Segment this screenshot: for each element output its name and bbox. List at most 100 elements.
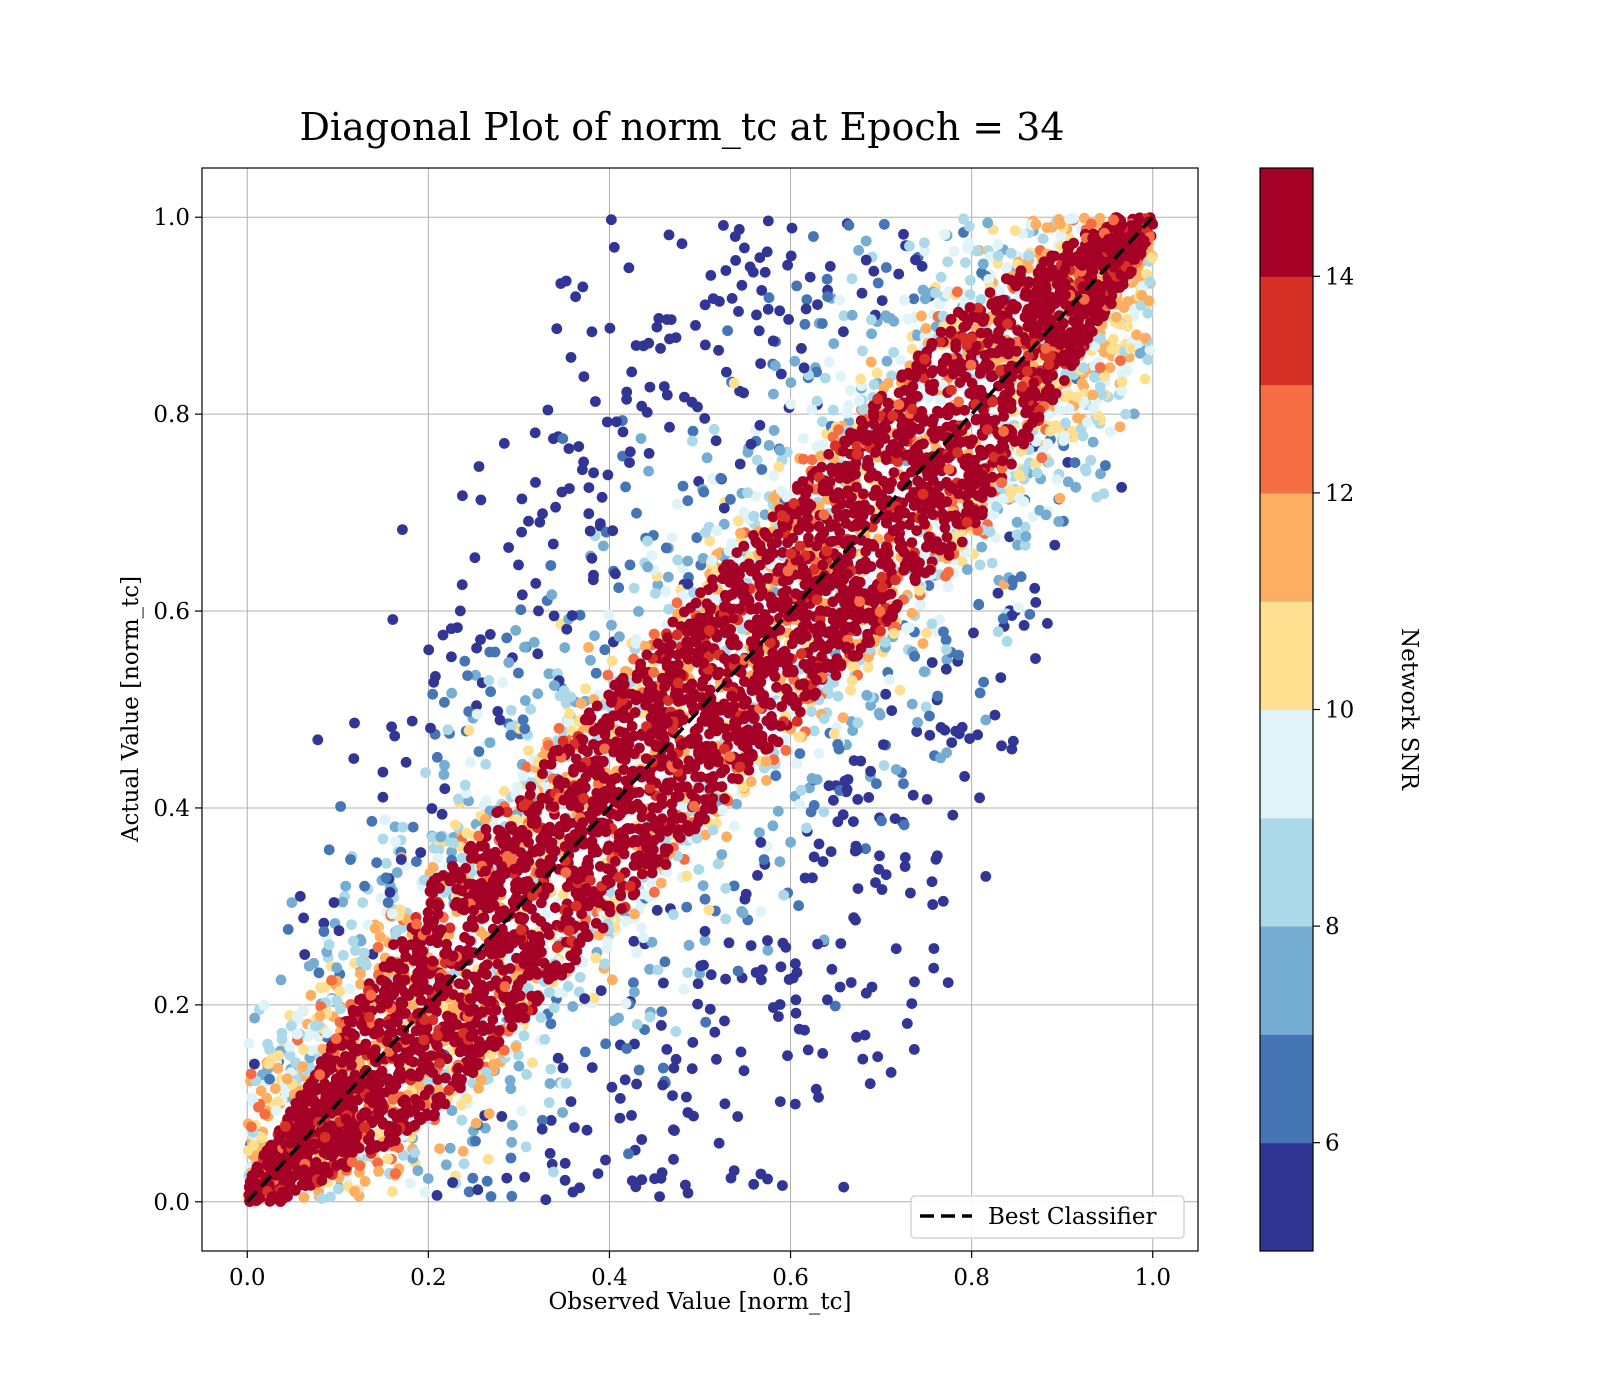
scatter-point xyxy=(588,992,600,1004)
scatter-point xyxy=(1089,341,1101,352)
scatter-point xyxy=(453,793,464,805)
scatter-point xyxy=(974,792,985,804)
scatter-point xyxy=(668,909,679,920)
scatter-point xyxy=(878,218,890,230)
scatter-point xyxy=(1144,276,1156,288)
scatter-point xyxy=(823,356,835,368)
scatter-point xyxy=(691,532,703,544)
scatter-point xyxy=(517,714,529,726)
scatter-point xyxy=(316,1193,328,1204)
scatter-point xyxy=(377,791,389,803)
scatter-point xyxy=(710,435,722,447)
scatter-point xyxy=(406,715,418,727)
scatter-point xyxy=(633,786,645,798)
scatter-point xyxy=(699,893,711,905)
scatter-point xyxy=(768,470,780,481)
scatter-point xyxy=(682,967,694,978)
scatter-point xyxy=(682,555,694,567)
scatter-point xyxy=(768,425,780,436)
scatter-point xyxy=(718,220,729,231)
scatter-point xyxy=(928,962,940,974)
scatter-point xyxy=(798,453,809,465)
scatter-point xyxy=(661,1044,673,1055)
scatter-point xyxy=(1122,321,1134,332)
scatter-point xyxy=(662,571,674,583)
scatter-point xyxy=(905,887,916,899)
scatter-point xyxy=(1023,250,1035,262)
scatter-point xyxy=(683,939,695,951)
scatter-point xyxy=(963,220,975,232)
scatter-point xyxy=(899,294,910,306)
scatter-point xyxy=(305,989,317,1001)
scatter-point xyxy=(325,1191,336,1203)
scatter-point xyxy=(879,636,891,648)
scatter-point xyxy=(924,710,935,722)
scatter-point xyxy=(349,717,360,729)
scatter-point xyxy=(855,373,867,385)
scatter-point xyxy=(916,260,928,272)
scatter-point xyxy=(521,761,533,773)
scatter-point xyxy=(599,644,611,656)
scatter-point xyxy=(516,589,528,601)
scatter-point xyxy=(600,1038,612,1050)
scatter-point xyxy=(1104,362,1116,374)
scatter-point xyxy=(736,279,748,291)
scatter-point xyxy=(785,836,796,848)
scatter-point xyxy=(726,293,738,304)
scatter-point xyxy=(581,1124,593,1136)
scatter-point xyxy=(973,598,985,610)
scatter-point xyxy=(742,446,754,458)
scatter-point xyxy=(687,435,698,447)
scatter-point xyxy=(833,424,844,436)
scatter-point xyxy=(480,1066,492,1078)
scatter-point xyxy=(501,1172,513,1184)
scatter-point xyxy=(583,508,595,520)
scatter-point xyxy=(337,896,348,908)
scatter-point xyxy=(668,1153,679,1165)
scatter-point xyxy=(693,864,705,875)
scatter-point xyxy=(533,605,544,617)
scatter-point xyxy=(489,646,501,658)
scatter-point xyxy=(1144,344,1156,356)
scatter-point xyxy=(679,391,690,403)
scatter-point xyxy=(1030,653,1041,664)
scatter-point xyxy=(659,956,671,968)
scatter-point xyxy=(651,904,663,916)
scatter-point xyxy=(390,1168,401,1179)
scatter-point xyxy=(878,760,890,771)
scatter-point xyxy=(774,856,786,868)
scatter-point xyxy=(546,589,558,601)
scatter-point xyxy=(552,1052,564,1064)
scatter-point xyxy=(948,245,960,257)
scatter-point xyxy=(389,730,401,742)
scatter-point xyxy=(721,366,732,378)
scatter-point xyxy=(752,870,763,881)
scatter-point xyxy=(768,492,780,503)
scatter-point xyxy=(282,924,294,935)
scatter-point xyxy=(855,755,867,767)
scatter-point xyxy=(843,219,855,231)
scatter-point xyxy=(992,587,1004,599)
scatter-point xyxy=(590,396,601,407)
scatter-point xyxy=(470,1117,482,1129)
scatter-point xyxy=(813,838,825,850)
scatter-point xyxy=(644,381,656,393)
scatter-point xyxy=(1051,474,1063,485)
scatter-point xyxy=(762,944,774,956)
scatter-point xyxy=(880,688,892,700)
scatter-point xyxy=(682,495,694,507)
scatter-point xyxy=(1070,481,1082,493)
scatter-point xyxy=(786,222,798,234)
scatter-point xyxy=(347,935,359,947)
scatter-point xyxy=(623,1148,634,1160)
scatter-point xyxy=(540,1194,552,1206)
scatter-point xyxy=(1142,307,1154,319)
scatter-point xyxy=(866,328,877,340)
scatter-point xyxy=(409,1147,421,1158)
scatter-point xyxy=(471,708,483,720)
scatter-point xyxy=(890,943,902,955)
scatter-point xyxy=(1063,403,1075,414)
scatter-point xyxy=(939,229,951,240)
scatter-point xyxy=(930,287,941,299)
